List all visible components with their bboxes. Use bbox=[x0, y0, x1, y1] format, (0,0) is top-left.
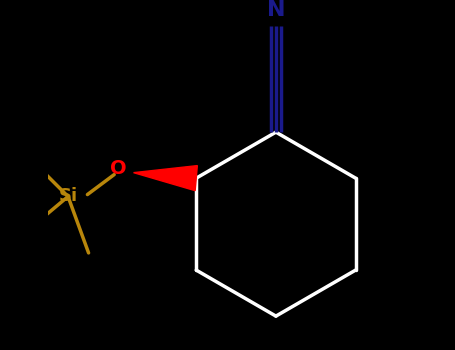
Text: Si: Si bbox=[59, 188, 78, 205]
Text: O: O bbox=[110, 159, 126, 178]
Polygon shape bbox=[134, 166, 197, 191]
Text: N: N bbox=[267, 0, 285, 20]
